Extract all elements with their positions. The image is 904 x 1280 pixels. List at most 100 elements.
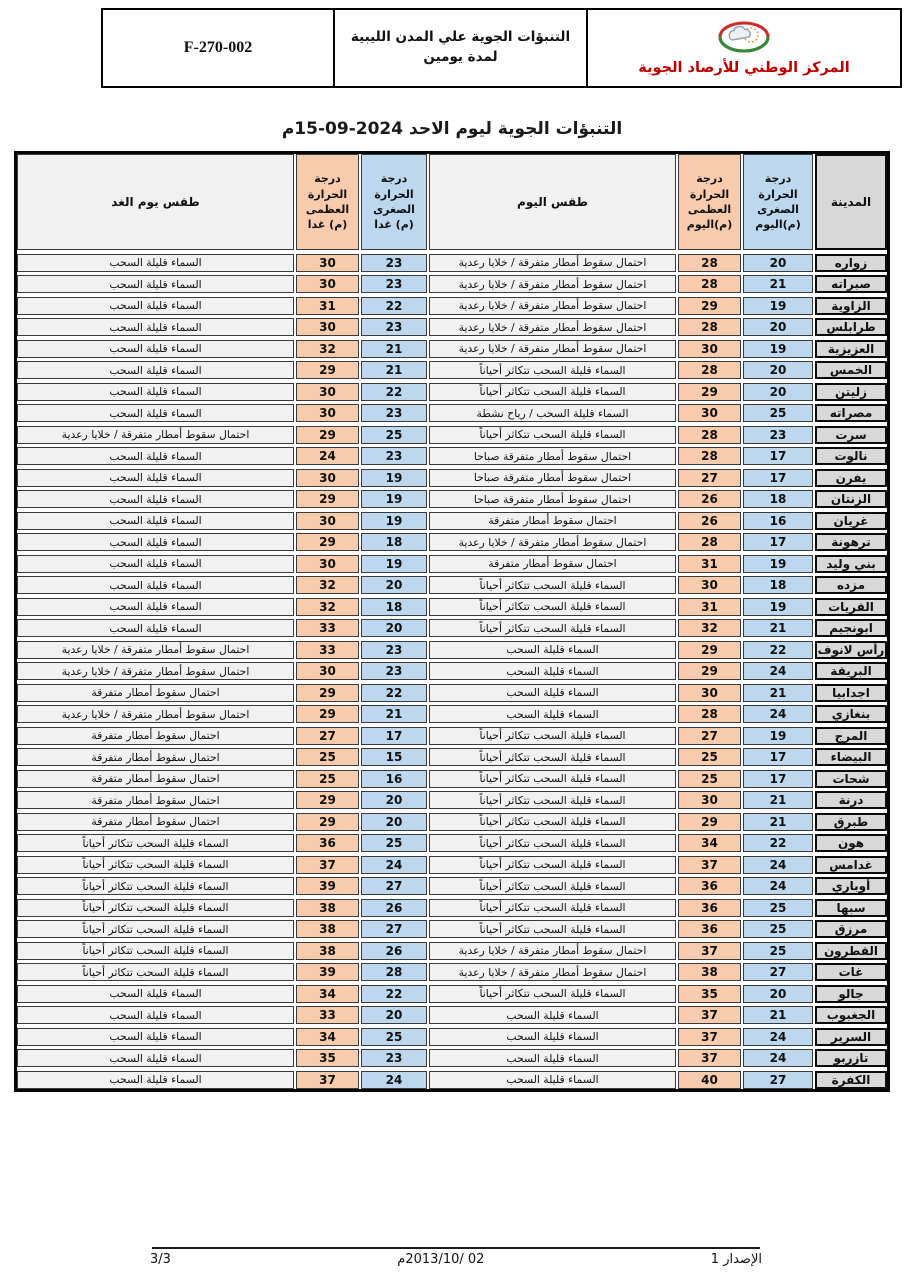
min-temp-today: 17 <box>743 769 813 788</box>
weather-today: احتمال سقوط أمطار متفرقة / خلايا رعدية <box>429 318 676 336</box>
min-temp-today: 19 <box>743 296 813 315</box>
weather-tomorrow: السماء قليلة السحب <box>17 361 294 379</box>
max-temp-today: 30 <box>678 791 741 809</box>
min-temp-today: 21 <box>743 683 813 702</box>
weather-today: السماء قليلة السحب تتكاثر أحياناً <box>429 855 676 874</box>
min-temp-today: 25 <box>743 920 813 938</box>
max-temp-today: 30 <box>678 339 741 358</box>
min-temp-tomorrow: 18 <box>361 597 427 616</box>
city-name: الخمس <box>815 361 887 379</box>
max-temp-tomorrow: 29 <box>296 533 359 551</box>
max-temp-tomorrow: 29 <box>296 425 359 444</box>
city-name: الزنتان <box>815 490 887 508</box>
weather-today: احتمال سقوط أمطار متفرقة / خلايا رعدية <box>429 533 676 551</box>
weather-tomorrow: السماء قليلة السحب تتكاثر أحياناً <box>17 941 294 960</box>
table-row: نالوت 17 28 احتمال سقوط أمطار متفرقة صبا… <box>17 447 887 465</box>
max-temp-today: 29 <box>678 640 741 659</box>
max-temp-today: 31 <box>678 554 741 573</box>
weather-today: احتمال سقوط أمطار متفرقة / خلايا رعدية <box>429 275 676 293</box>
min-temp-tomorrow: 19 <box>361 490 427 508</box>
min-temp-tomorrow: 19 <box>361 554 427 573</box>
city-name: جالو <box>815 984 887 1003</box>
min-temp-tomorrow: 27 <box>361 877 427 895</box>
table-row: زواره 20 28 احتمال سقوط أمطار متفرقة / خ… <box>17 253 887 272</box>
city-name: غدامس <box>815 855 887 874</box>
city-name: بنغازي <box>815 705 887 723</box>
min-temp-today: 21 <box>743 812 813 831</box>
table-row: تازربو 24 37 السماء قليلة السحب 23 35 ال… <box>17 1049 887 1067</box>
min-temp-tomorrow: 21 <box>361 705 427 723</box>
min-temp-today: 21 <box>743 1006 813 1024</box>
min-temp-today: 20 <box>743 318 813 336</box>
city-name: رأس لانوف <box>815 640 887 659</box>
max-temp-today: 28 <box>678 318 741 336</box>
col-header-min-tomorrow: درجة الحرارة الصغرى (م) غدا <box>361 154 427 250</box>
min-temp-tomorrow: 22 <box>361 683 427 702</box>
max-temp-tomorrow: 29 <box>296 705 359 723</box>
city-name: نالوت <box>815 447 887 465</box>
max-temp-tomorrow: 30 <box>296 468 359 487</box>
org-cell: المركز الوطني للأرصاد الجوية <box>588 10 900 86</box>
weather-tomorrow: احتمال سقوط أمطار متفرقة <box>17 769 294 788</box>
weather-today: السماء قليلة السحب تتكاثر أحياناً <box>429 877 676 895</box>
weather-today: احتمال سقوط أمطار متفرقة / خلايا رعدية <box>429 296 676 315</box>
min-temp-tomorrow: 22 <box>361 296 427 315</box>
min-temp-tomorrow: 25 <box>361 834 427 852</box>
table-row: غريان 16 26 احتمال سقوط أمطار متفرقة 19 … <box>17 511 887 530</box>
min-temp-today: 17 <box>743 748 813 766</box>
min-temp-today: 19 <box>743 597 813 616</box>
weather-tomorrow: احتمال سقوط أمطار متفرقة / خلايا رعدية <box>17 705 294 723</box>
weather-today: السماء قليلة السحب <box>429 1070 676 1089</box>
min-temp-tomorrow: 23 <box>361 253 427 272</box>
max-temp-today: 37 <box>678 941 741 960</box>
col-header-max-today: درجة الحرارة العظمى (م)اليوم <box>678 154 741 250</box>
footer-date: 02 /2013/10م <box>397 1252 485 1267</box>
min-temp-today: 18 <box>743 490 813 508</box>
table-row: اجدابيا 21 30 السماء قليلة السحب 22 29 ا… <box>17 683 887 702</box>
max-temp-tomorrow: 29 <box>296 683 359 702</box>
weather-tomorrow: السماء قليلة السحب <box>17 404 294 422</box>
max-temp-tomorrow: 32 <box>296 339 359 358</box>
city-name: الكفرة <box>815 1070 887 1089</box>
weather-today: السماء قليلة السحب تتكاثر أحياناً <box>429 619 676 637</box>
weather-today: السماء قليلة السحب تتكاثر أحياناً <box>429 361 676 379</box>
table-row: ترهونة 17 28 احتمال سقوط أمطار متفرقة / … <box>17 533 887 551</box>
city-name: تازربو <box>815 1049 887 1067</box>
weather-tomorrow: السماء قليلة السحب <box>17 447 294 465</box>
max-temp-today: 28 <box>678 253 741 272</box>
table-row: سرت 23 28 السماء قليلة السحب تتكاثر أحيا… <box>17 425 887 444</box>
city-name: الجغبوب <box>815 1006 887 1024</box>
page-title: التنبؤات الجوية ليوم الاحد 2024-09-15م <box>281 119 623 139</box>
max-temp-today: 37 <box>678 1049 741 1067</box>
max-temp-tomorrow: 31 <box>296 296 359 315</box>
max-temp-tomorrow: 29 <box>296 361 359 379</box>
min-temp-today: 24 <box>743 1049 813 1067</box>
max-temp-today: 37 <box>678 855 741 874</box>
min-temp-tomorrow: 19 <box>361 468 427 487</box>
max-temp-tomorrow: 30 <box>296 662 359 680</box>
max-temp-tomorrow: 30 <box>296 404 359 422</box>
min-temp-today: 17 <box>743 447 813 465</box>
table-row: البيضاء 17 25 السماء قليلة السحب تتكاثر … <box>17 748 887 766</box>
weather-today: احتمال سقوط أمطار متفرقة <box>429 554 676 573</box>
min-temp-today: 24 <box>743 1027 813 1046</box>
max-temp-tomorrow: 30 <box>296 382 359 401</box>
min-temp-tomorrow: 15 <box>361 748 427 766</box>
weather-today: السماء قليلة السحب تتكاثر أحياناً <box>429 920 676 938</box>
city-name: القريات <box>815 597 887 616</box>
min-temp-tomorrow: 26 <box>361 898 427 917</box>
weather-today: احتمال سقوط أمطار متفرقة / خلايا رعدية <box>429 963 676 981</box>
max-temp-tomorrow: 34 <box>296 1027 359 1046</box>
min-temp-tomorrow: 18 <box>361 533 427 551</box>
weather-tomorrow: السماء قليلة السحب <box>17 1027 294 1046</box>
min-temp-today: 20 <box>743 984 813 1003</box>
city-name: طرابلس <box>815 318 887 336</box>
min-temp-tomorrow: 26 <box>361 941 427 960</box>
weather-today: السماء قليلة السحب تتكاثر أحياناً <box>429 812 676 831</box>
max-temp-today: 29 <box>678 296 741 315</box>
table-row: السرير 24 37 السماء قليلة السحب 25 34 ال… <box>17 1027 887 1046</box>
city-name: أوباري <box>815 877 887 895</box>
city-name: يفرن <box>815 468 887 487</box>
weather-tomorrow: السماء قليلة السحب تتكاثر أحياناً <box>17 898 294 917</box>
weather-today: السماء قليلة السحب تتكاثر أحياناً <box>429 382 676 401</box>
